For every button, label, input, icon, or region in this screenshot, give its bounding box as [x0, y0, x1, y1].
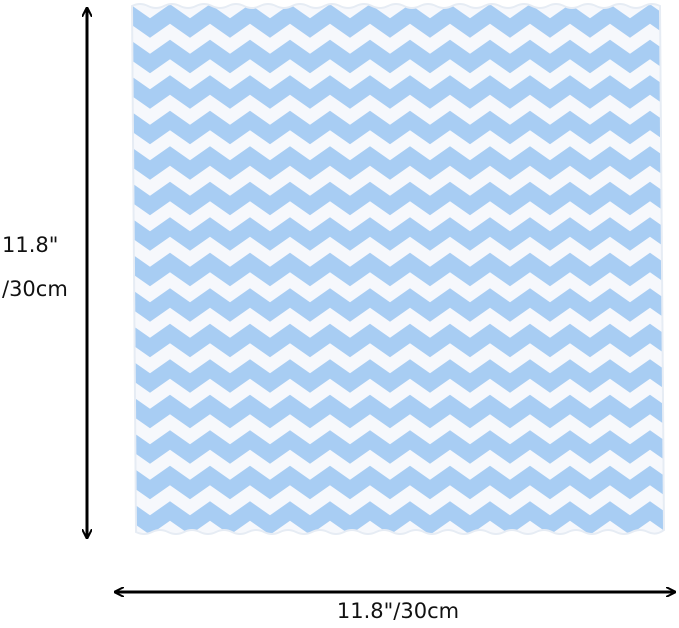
height-label: /30cm: [2, 277, 68, 301]
height-label: 11.8": [2, 233, 58, 257]
width-label: 11.8"/30cm: [337, 599, 459, 623]
cloth: [130, 3, 666, 535]
cloth-fabric: [130, 3, 666, 535]
